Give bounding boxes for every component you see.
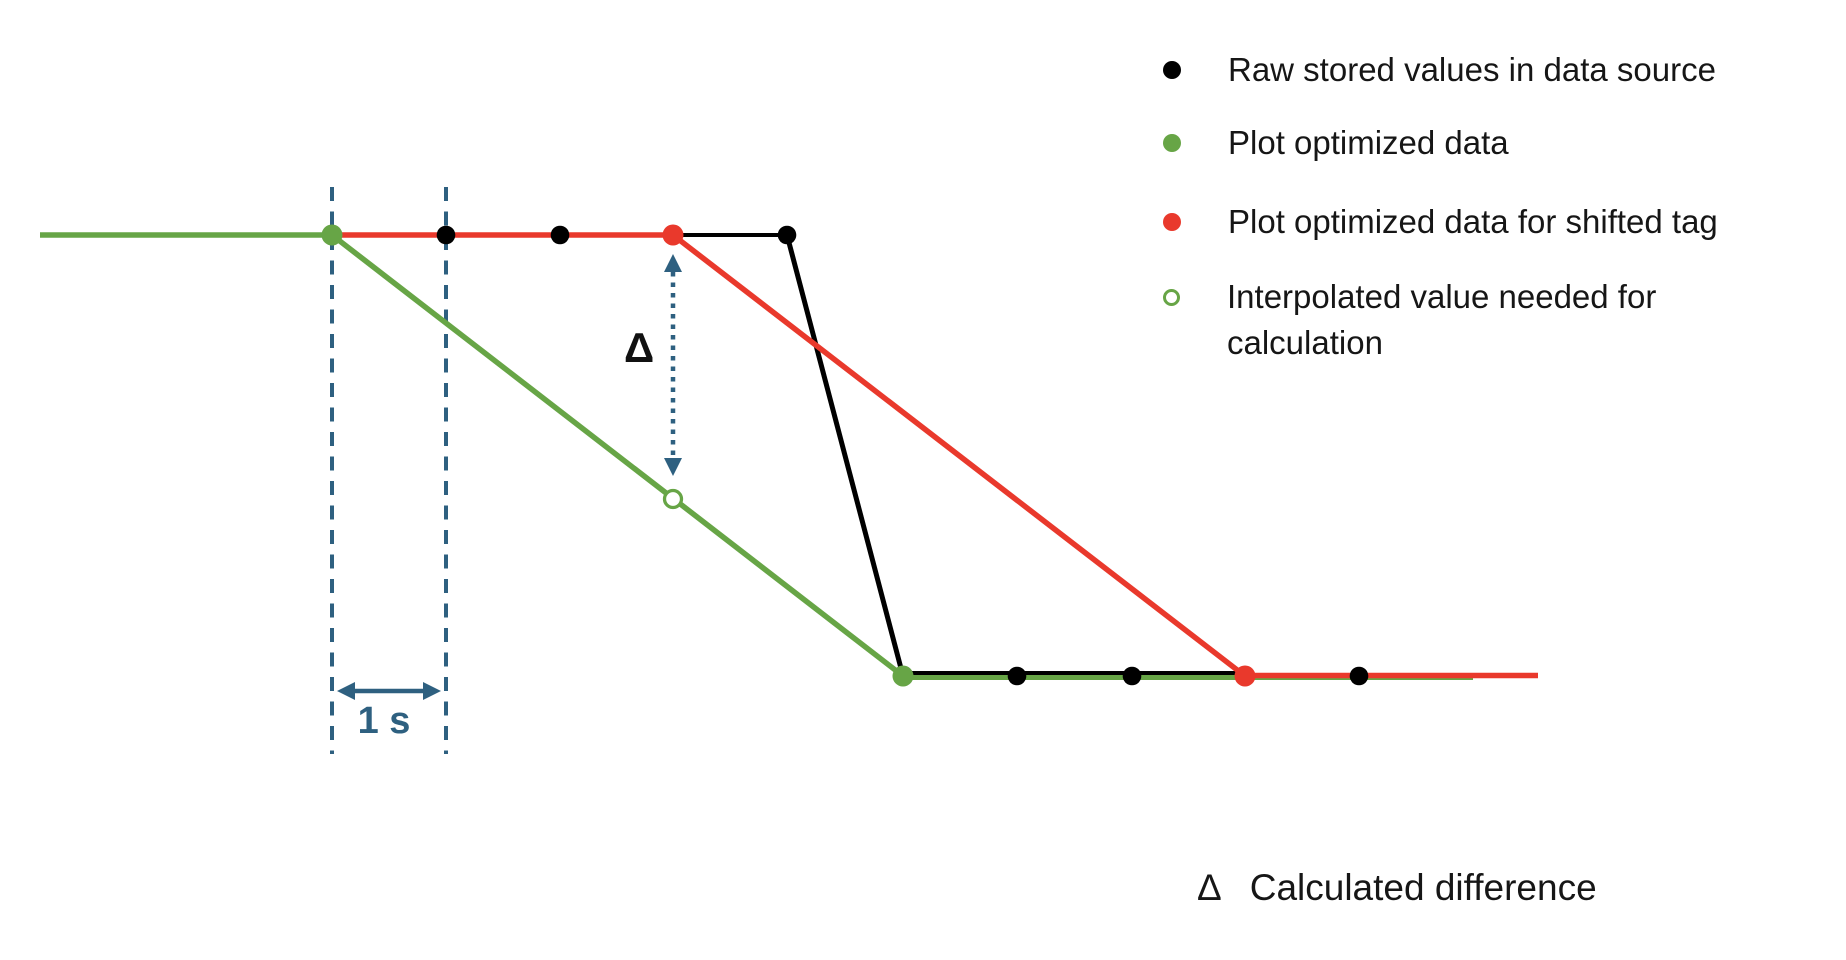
shifted-line-ramp — [671, 232, 1247, 679]
raw-point — [436, 225, 456, 245]
raw-point — [777, 225, 797, 245]
optimized-line-ramp — [330, 232, 905, 679]
legend-label-interpolated: Interpolated value needed for calculatio… — [1227, 278, 1657, 361]
optimized-vertex-bottom — [892, 665, 914, 687]
raw-point — [1349, 666, 1369, 686]
interval-arrowhead-right-icon — [423, 682, 441, 700]
legend-item-interpolated: Interpolated value needed for calculatio… — [1163, 274, 1772, 366]
delta-caption-text: Calculated difference — [1249, 867, 1597, 908]
delta-arrowhead-up-icon — [664, 254, 682, 272]
delta-caption: Δ Calculated difference — [1197, 867, 1597, 909]
delta-arrowhead-down-icon — [664, 458, 682, 476]
delta-symbol-plot: Δ — [624, 324, 655, 371]
legend-label-raw: Raw stored values in data source — [1228, 51, 1716, 88]
red-dot-icon — [1163, 213, 1181, 231]
legend-item-optimized: Plot optimized data — [1163, 120, 1509, 166]
legend-item-raw: Raw stored values in data source — [1163, 47, 1716, 93]
legend-label-shifted: Plot optimized data for shifted tag — [1228, 203, 1718, 240]
legend-item-shifted: Plot optimized data for shifted tag — [1163, 199, 1718, 245]
green-dot-icon — [1163, 134, 1181, 152]
interval-arrowhead-left-icon — [337, 682, 355, 700]
interval-label: 1 s — [357, 700, 411, 742]
raw-point — [550, 225, 570, 245]
black-dot-icon — [1163, 61, 1181, 79]
optimized-vertex-top — [321, 224, 343, 246]
open-circle-icon — [1163, 289, 1180, 306]
raw-point — [1007, 666, 1027, 686]
raw-line-drop — [784, 234, 906, 677]
shifted-vertex-top — [662, 224, 684, 246]
legend-label-optimized: Plot optimized data — [1228, 124, 1509, 161]
delta-symbol-caption: Δ — [1197, 867, 1222, 908]
raw-point — [1122, 666, 1142, 686]
shifted-vertex-bottom — [1234, 665, 1256, 687]
interpolated-point — [662, 488, 684, 510]
